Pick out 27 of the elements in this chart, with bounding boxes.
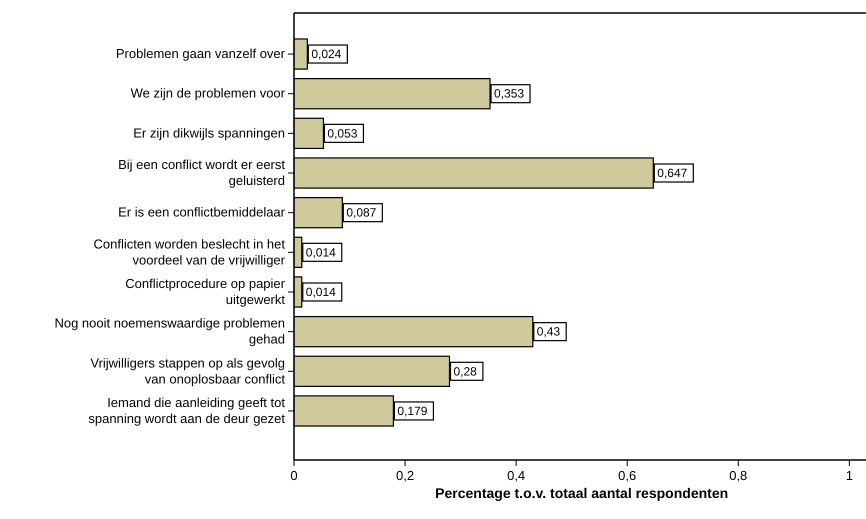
x-tick-label: 0,2 bbox=[396, 468, 414, 483]
data-label: 0,28 bbox=[453, 364, 478, 378]
x-tick-label: 0 bbox=[290, 468, 298, 483]
x-tick-label: 1 bbox=[846, 468, 853, 483]
y-tick-label: Conflictprocedure op papier uitgewerkt bbox=[125, 276, 286, 307]
data-label: 0,053 bbox=[327, 126, 358, 140]
data-label: 0,353 bbox=[494, 86, 524, 101]
data-label: 0,014 bbox=[306, 245, 336, 260]
y-tick-label: Problemen gaan vanzelf over bbox=[116, 46, 286, 62]
y-tick-label: Er zijn dikwijls spanningen bbox=[133, 125, 285, 140]
y-tick-label: Bij een conflict wordt er eerst geluisterd bbox=[118, 157, 286, 188]
x-tick-label: 0,8 bbox=[729, 468, 748, 483]
y-tick-label: Conflicten worden beslecht in het voordeel van de vrijwilliger bbox=[93, 236, 286, 268]
y-tick-label: We zijn de problemen voor bbox=[130, 86, 286, 101]
data-label: 0,087 bbox=[346, 206, 377, 220]
data-label: 0,43 bbox=[536, 324, 560, 339]
data-label: 0,024 bbox=[311, 47, 342, 62]
data-label: 0,014 bbox=[306, 284, 336, 299]
data-label: 0,647 bbox=[657, 166, 688, 180]
x-tick-label: 0,4 bbox=[507, 468, 526, 483]
y-tick-label: Vrijwilligers stappen op als gevolg van onoplosbaar conflict bbox=[90, 355, 286, 386]
data-label: 0,179 bbox=[397, 404, 428, 418]
y-tick-label: Er is een conflictbemiddelaar bbox=[118, 204, 286, 220]
y-tick-label: Iemand die aanleiding geeft tot spanning wordt aan de deur gezet bbox=[88, 394, 286, 426]
y-tick-label: Nog nooit noemenswaardige problemen gehad bbox=[54, 316, 285, 347]
x-tick-label: 0,6 bbox=[618, 468, 636, 483]
x-axis-title: Percentage t.o.v. totaal aantal respondenten bbox=[435, 485, 728, 501]
